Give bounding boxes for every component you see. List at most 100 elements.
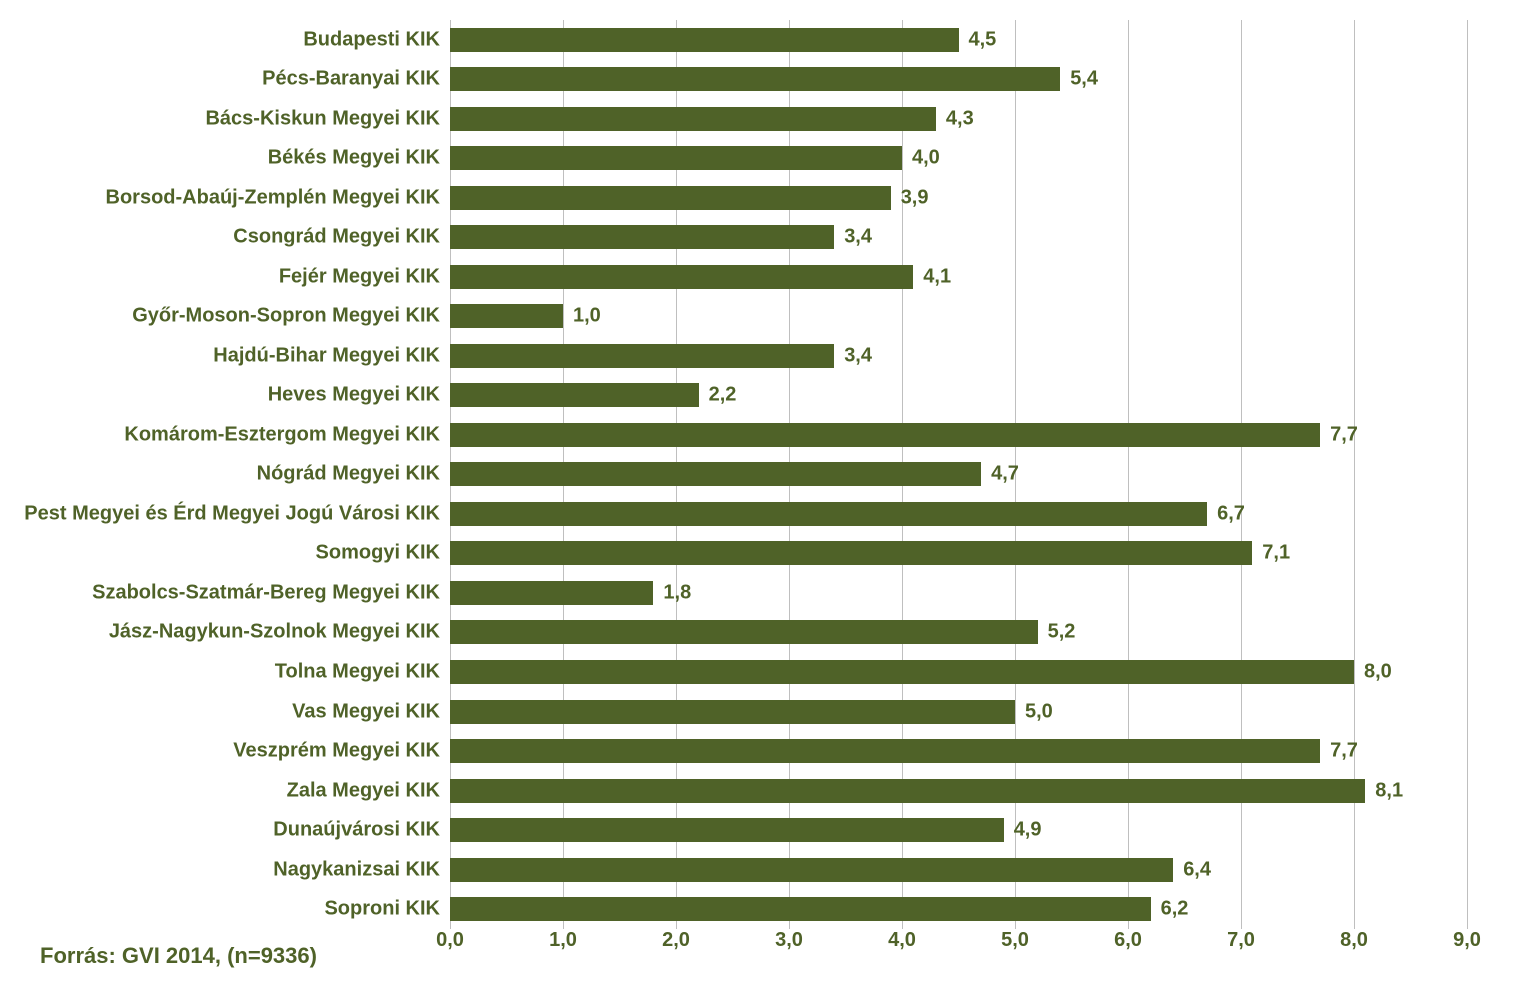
bar-row: Győr-Moson-Sopron Megyei KIK1,0 [450, 304, 1467, 328]
value-label: 5,2 [1048, 621, 1076, 644]
bar-row: Tolna Megyei KIK8,0 [450, 660, 1467, 684]
bar-row: Somogyi KIK7,1 [450, 541, 1467, 565]
bar: Pécs-Baranyai KIK5,4 [450, 67, 1060, 91]
value-label: 4,1 [923, 265, 951, 288]
bar: Szabolcs-Szatmár-Bereg Megyei KIK1,8 [450, 581, 653, 605]
category-label: Komárom-Esztergom Megyei KIK [10, 423, 440, 446]
bar-row: Hajdú-Bihar Megyei KIK3,4 [450, 344, 1467, 368]
value-label: 1,0 [573, 305, 601, 328]
category-label: Győr-Moson-Sopron Megyei KIK [10, 305, 440, 328]
bar-row: Békés Megyei KIK4,0 [450, 146, 1467, 170]
x-tick-label: 6,0 [1114, 929, 1142, 952]
bar: Nagykanizsai KIK6,4 [450, 858, 1173, 882]
category-label: Hajdú-Bihar Megyei KIK [10, 344, 440, 367]
value-label: 7,1 [1262, 542, 1290, 565]
chart-container: Budapesti KIK4,5Pécs-Baranyai KIK5,4Bács… [0, 0, 1527, 989]
bar-row: Heves Megyei KIK2,2 [450, 383, 1467, 407]
source-label: Forrás: GVI 2014, (n=9336) [40, 943, 317, 969]
value-label: 4,7 [991, 463, 1019, 486]
bar-row: Komárom-Esztergom Megyei KIK7,7 [450, 423, 1467, 447]
value-label: 6,4 [1183, 858, 1211, 881]
value-label: 7,7 [1330, 740, 1358, 763]
bar-row: Fejér Megyei KIK4,1 [450, 265, 1467, 289]
bar-row: Dunaújvárosi KIK4,9 [450, 818, 1467, 842]
bar: Somogyi KIK7,1 [450, 541, 1252, 565]
bar: Dunaújvárosi KIK4,9 [450, 818, 1004, 842]
value-label: 4,3 [946, 107, 974, 130]
bar-row: Szabolcs-Szatmár-Bereg Megyei KIK1,8 [450, 581, 1467, 605]
bar-row: Csongrád Megyei KIK3,4 [450, 225, 1467, 249]
bar-row: Jász-Nagykun-Szolnok Megyei KIK5,2 [450, 620, 1467, 644]
bar-row: Nagykanizsai KIK6,4 [450, 858, 1467, 882]
x-tick-label: 7,0 [1227, 929, 1255, 952]
bar: Veszprém Megyei KIK7,7 [450, 739, 1320, 763]
category-label: Pécs-Baranyai KIK [10, 68, 440, 91]
category-label: Fejér Megyei KIK [10, 265, 440, 288]
value-label: 4,5 [969, 28, 997, 51]
category-label: Veszprém Megyei KIK [10, 740, 440, 763]
x-tick-label: 8,0 [1340, 929, 1368, 952]
category-label: Somogyi KIK [10, 542, 440, 565]
value-label: 6,2 [1161, 898, 1189, 921]
bar-row: Budapesti KIK4,5 [450, 28, 1467, 52]
bar-row: Pécs-Baranyai KIK5,4 [450, 67, 1467, 91]
category-label: Dunaújvárosi KIK [10, 819, 440, 842]
bar-row: Nógrád Megyei KIK4,7 [450, 462, 1467, 486]
bar: Borsod-Abaúj-Zemplén Megyei KIK3,9 [450, 186, 891, 210]
category-label: Tolna Megyei KIK [10, 661, 440, 684]
bar: Soproni KIK6,2 [450, 897, 1151, 921]
category-label: Nagykanizsai KIK [10, 858, 440, 881]
category-label: Zala Megyei KIK [10, 779, 440, 802]
x-tick-label: 2,0 [662, 929, 690, 952]
bar: Csongrád Megyei KIK3,4 [450, 225, 834, 249]
bar: Békés Megyei KIK4,0 [450, 146, 902, 170]
category-label: Vas Megyei KIK [10, 700, 440, 723]
bar-row: Soproni KIK6,2 [450, 897, 1467, 921]
value-label: 7,7 [1330, 423, 1358, 446]
x-tick-label: 9,0 [1453, 929, 1481, 952]
bar-row: Bács-Kiskun Megyei KIK4,3 [450, 107, 1467, 131]
bar-row: Zala Megyei KIK8,1 [450, 779, 1467, 803]
category-label: Szabolcs-Szatmár-Bereg Megyei KIK [10, 581, 440, 604]
x-tick-label: 5,0 [1001, 929, 1029, 952]
bar-row: Pest Megyei és Érd Megyei Jogú Városi KI… [450, 502, 1467, 526]
value-label: 4,9 [1014, 819, 1042, 842]
category-label: Budapesti KIK [10, 28, 440, 51]
bar: Zala Megyei KIK8,1 [450, 779, 1365, 803]
bar: Heves Megyei KIK2,2 [450, 383, 699, 407]
bar: Tolna Megyei KIK8,0 [450, 660, 1354, 684]
category-label: Csongrád Megyei KIK [10, 226, 440, 249]
category-label: Soproni KIK [10, 898, 440, 921]
bar: Jász-Nagykun-Szolnok Megyei KIK5,2 [450, 620, 1038, 644]
bar: Nógrád Megyei KIK4,7 [450, 462, 981, 486]
bar: Pest Megyei és Érd Megyei Jogú Városi KI… [450, 502, 1207, 526]
plot-area: Budapesti KIK4,5 Pécs-Baranyai KIK5,4 Bács… [450, 20, 1467, 929]
bar: Bács-Kiskun Megyei KIK4,3 [450, 107, 936, 131]
bar-row: Vas Megyei KIK5,0 [450, 700, 1467, 724]
bar: Fejér Megyei KIK4,1 [450, 265, 913, 289]
value-label: 4,0 [912, 147, 940, 170]
category-label: Borsod-Abaúj-Zemplén Megyei KIK [10, 186, 440, 209]
category-label: Bács-Kiskun Megyei KIK [10, 107, 440, 130]
bar: Komárom-Esztergom Megyei KIK7,7 [450, 423, 1320, 447]
bar: Hajdú-Bihar Megyei KIK3,4 [450, 344, 834, 368]
x-tick-label: 1,0 [549, 929, 577, 952]
category-label: Békés Megyei KIK [10, 147, 440, 170]
bar-row: Veszprém Megyei KIK7,7 [450, 739, 1467, 763]
bar-row: Borsod-Abaúj-Zemplén Megyei KIK3,9 [450, 186, 1467, 210]
value-label: 2,2 [709, 384, 737, 407]
x-axis: 0,01,02,03,04,05,06,07,08,09,0 [450, 929, 1467, 969]
bar: Győr-Moson-Sopron Megyei KIK1,0 [450, 304, 563, 328]
value-label: 3,9 [901, 186, 929, 209]
value-label: 5,0 [1025, 700, 1053, 723]
x-tick-label: 0,0 [436, 929, 464, 952]
x-tick-label: 3,0 [775, 929, 803, 952]
value-label: 3,4 [844, 344, 872, 367]
value-label: 5,4 [1070, 68, 1098, 91]
value-label: 6,7 [1217, 502, 1245, 525]
category-label: Jász-Nagykun-Szolnok Megyei KIK [10, 621, 440, 644]
bar: Budapesti KIK4,5 [450, 28, 959, 52]
value-label: 8,1 [1375, 779, 1403, 802]
value-label: 3,4 [844, 226, 872, 249]
value-label: 8,0 [1364, 661, 1392, 684]
